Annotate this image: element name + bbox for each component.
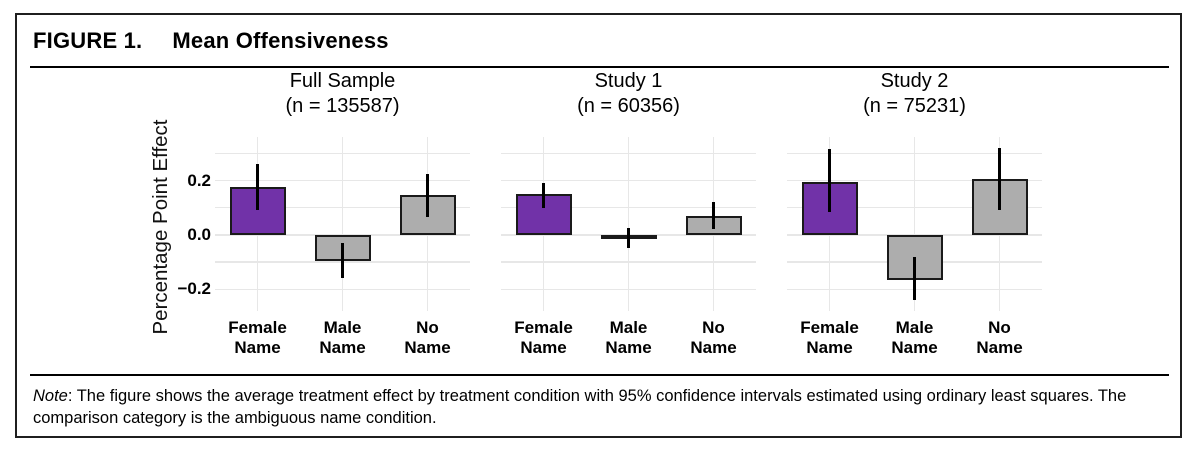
chart-panel: [215, 137, 470, 311]
category-label: Male Name: [574, 318, 684, 358]
panel-title: Full Sample (n = 135587): [215, 69, 470, 119]
chart-panel: [501, 137, 756, 311]
panel-sample-size: (n = 60356): [577, 95, 680, 117]
category-label: Female Name: [203, 318, 313, 358]
figure-header: FIGURE 1. Mean Offensiveness: [33, 28, 389, 54]
category-label-line2: Name: [520, 338, 567, 357]
category-label: No Name: [945, 318, 1055, 358]
category-label-line2: Name: [404, 338, 451, 357]
category-label-line2: Name: [234, 338, 281, 357]
category-label: Male Name: [860, 318, 970, 358]
error-bar: [256, 164, 259, 211]
category-label-line1: No: [702, 318, 725, 337]
error-bar: [828, 149, 831, 212]
category-label-line2: Name: [690, 338, 737, 357]
error-bar: [426, 173, 429, 218]
category-label-line1: Female: [800, 318, 859, 337]
error-bar: [627, 228, 630, 249]
category-label: Female Name: [775, 318, 885, 358]
category-label: Female Name: [489, 318, 599, 358]
panel-title-line1: Study 2: [880, 70, 949, 92]
y-axis-tick-label: −0.2: [177, 279, 211, 299]
figure-title: Mean Offensiveness: [172, 28, 389, 53]
error-bar: [913, 256, 916, 301]
category-label-line2: Name: [605, 338, 652, 357]
gridline-vertical: [341, 137, 344, 311]
panel-sample-size: (n = 135587): [285, 95, 400, 117]
gridline-vertical: [913, 137, 916, 311]
category-label-line1: No: [988, 318, 1011, 337]
y-axis-tick-label: 0.0: [187, 224, 211, 244]
panel-sample-size: (n = 75231): [863, 95, 966, 117]
bar: [515, 194, 572, 235]
category-label-line2: Name: [891, 338, 938, 357]
category-label-line2: Name: [319, 338, 366, 357]
error-bar: [998, 147, 1001, 211]
category-label: No Name: [373, 318, 483, 358]
panel-title: Study 2 (n = 75231): [787, 69, 1042, 119]
category-label: Male Name: [288, 318, 398, 358]
chart-panel: [787, 137, 1042, 311]
panel-title: Study 1 (n = 60356): [501, 69, 756, 119]
header-divider: [30, 66, 1169, 68]
figure-container: FIGURE 1. Mean Offensiveness Percentage P…: [15, 13, 1182, 438]
note-text: Note: The figure shows the average treat…: [33, 386, 1169, 429]
category-label-line1: Male: [609, 318, 648, 337]
category-label-line1: Male: [895, 318, 934, 337]
note-divider: [30, 374, 1169, 376]
category-label-line1: Male: [323, 318, 362, 337]
error-bar: [712, 202, 715, 230]
y-axis-tick-label: 0.2: [187, 170, 211, 190]
category-label-line2: Name: [806, 338, 853, 357]
figure-number-label: FIGURE 1.: [33, 28, 143, 53]
gridline-vertical: [627, 137, 630, 311]
category-label-line1: Female: [514, 318, 573, 337]
panel-title-line1: Full Sample: [289, 70, 396, 92]
error-bar: [341, 243, 344, 279]
category-label: No Name: [659, 318, 769, 358]
note-label: Note: [33, 387, 68, 405]
panel-title-line1: Study 1: [594, 70, 663, 92]
note-body: : The figure shows the average treatment…: [33, 387, 1127, 427]
category-label-line2: Name: [976, 338, 1023, 357]
category-label-line1: No: [416, 318, 439, 337]
category-label-line1: Female: [228, 318, 287, 337]
error-bar: [542, 183, 545, 208]
